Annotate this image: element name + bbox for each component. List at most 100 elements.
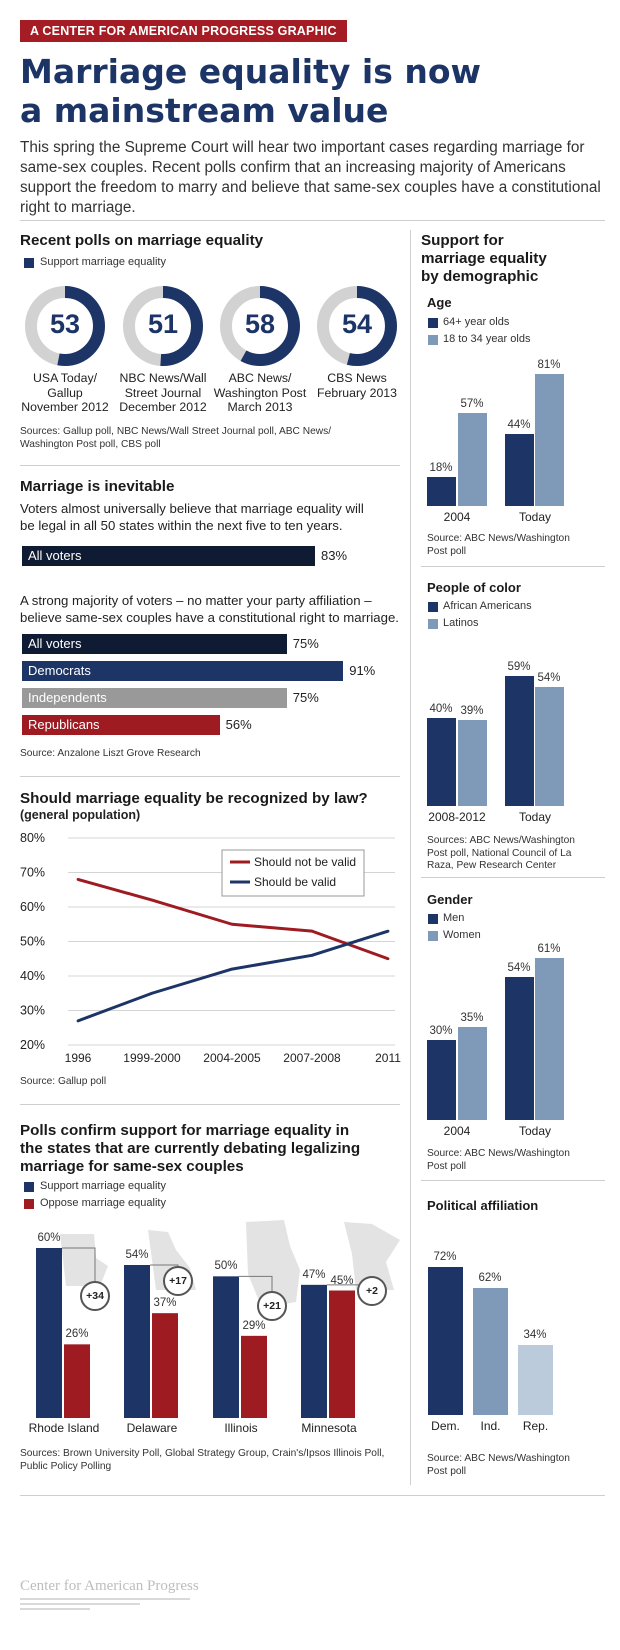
constitutional-text-line-2: believe same-sex couples have a constitu… [20,610,399,625]
bar-series-b [535,374,564,506]
bar-independents: Independents [22,688,287,708]
category-label: 2008-2012 [428,810,486,824]
bar-value-label: 54% [537,672,561,685]
divider [20,1104,400,1105]
gender-legend-a: Men [443,912,465,924]
intro-text: This spring the Supreme Court will hear … [20,139,601,216]
polls-legend: Support marriage equality [40,256,166,268]
demographic-title-line-2: marriage equality [421,250,547,267]
bar-value-label: 34% [523,1329,547,1342]
oppose-value-label: 37% [153,1297,177,1310]
legend-swatch-support [24,1182,34,1192]
states-title: Polls confirm support for marriage equal… [20,1122,360,1176]
footer-logo-stripes [20,1598,190,1610]
donut-label-line: Gallup [47,385,83,400]
bar-oppose [64,1344,90,1418]
divider [421,877,605,878]
donut-label: CBS News February 2013 [307,371,407,400]
legend-swatch-men [428,914,438,924]
difference-badge: +21 [257,1291,287,1321]
support-value-label: 60% [37,1232,61,1244]
legend-swatch-older [428,318,438,328]
bar-value-label: 35% [460,1012,484,1025]
demographic-title: Support for marriage equality by demogra… [421,232,547,286]
age-source-line-2: Post poll [427,545,467,557]
color-legend-b: Latinos [443,617,479,629]
y-tick-label: 80% [20,831,45,845]
age-source: Source: ABC News/Washington Post poll [427,533,570,558]
bar-republicans: Republicans [22,715,220,735]
polls-source: Sources: Gallup poll, NBC News/Wall Stre… [20,426,400,451]
y-tick-label: 60% [20,900,45,914]
state-label: Illinois [224,1421,258,1435]
bar-value-label: 30% [429,1025,453,1038]
support-value-label: 54% [125,1249,149,1261]
donut-label-line: USA Today/ [32,371,98,385]
category-label: Today [518,510,552,524]
bar-series-a [427,476,456,506]
bar-all-voters: All voters [22,634,287,654]
donut-value: 58 [244,309,276,339]
states-source-line-1: Sources: Brown University Poll, Global S… [20,1448,385,1459]
law-title: Should marriage equality be recognized b… [20,790,368,807]
states-bar-chart [36,1220,400,1418]
donut-label: NBC News/Wall Street Journal December 2012 [113,371,213,415]
color-source-line-3: Raza, Pew Research Center [427,860,557,871]
bar-value-label: 72% [433,1251,457,1263]
gender-source: Source: ABC News/Washington Post poll [427,1148,570,1173]
donut-label-line: Street Journal [124,385,202,400]
bar-series-b [535,958,564,1120]
legend-box [221,849,365,897]
footer-logo-text: Center for American Progress [20,1578,199,1594]
donut-value: 54 [341,309,373,339]
y-tick-label: 30% [20,1004,45,1018]
donut-label-line: ABC News/ [228,371,292,385]
x-tick-label: 2007-2008 [283,1051,341,1065]
state-label: Rhode Island [28,1421,100,1435]
category-label: Ind. [480,1419,501,1433]
legend-swatch-latinos [428,619,438,629]
bar-series-a [505,676,534,806]
constitutional-text-line-1: A strong majority of voters – no matter … [20,593,372,608]
bar-series-a [427,1040,456,1120]
data-point [76,1019,80,1023]
bar-democrats: Democrats [22,661,344,681]
demographic-title-line-3: by demographic [421,268,539,285]
donut-label-line: March 2013 [227,400,293,414]
data-point [386,957,390,961]
donut-arc [25,286,105,366]
political-source-line-1: Source: ABC News/Washington [427,1453,570,1464]
people-of-color-title: People of color [427,580,521,595]
donut-arc [317,286,397,366]
data-point [386,929,390,933]
y-tick-label: 20% [20,1038,45,1052]
age-title: Age [427,295,452,310]
polls-source-line-2: Washington Post poll, CBS poll [20,438,161,450]
divider [421,1180,605,1181]
donut-label: USA Today/Gallup November 2012 [15,371,115,415]
category-label: 2004 [443,1124,471,1138]
states-source-line-2: Public Policy Polling [20,1460,112,1472]
x-tick-label: 2011 [375,1051,401,1065]
legend-label: Should be valid [254,875,336,889]
donut-label-line: Washington Post [213,385,307,400]
polls-title: Recent polls on marriage equality [20,232,264,249]
category-label: Dem. [431,1419,460,1433]
inevitable-text-line-1: Voters almost universally believe that m… [20,501,364,516]
state-outline [246,1220,300,1308]
inevitable-text: Voters almost universally believe that m… [20,500,364,534]
donut-arc [123,286,203,366]
difference-badge: +34 [80,1281,110,1311]
inevitable-text-line-2: be legal in all 50 states within the nex… [20,518,343,533]
legend-swatch-women [428,931,438,941]
bar-series-b [458,413,487,506]
bar-series-b [458,720,487,806]
logo-stripe [20,1598,190,1600]
bar-value-label: 59% [507,661,531,673]
logo-stripe [20,1603,140,1605]
bar-value-label: 61% [537,943,561,955]
x-tick-label: 1996 [65,1051,92,1065]
y-tick-label: 50% [20,935,45,949]
donut-label-line: December 2012 [119,400,207,414]
difference-badge: +17 [163,1266,193,1296]
